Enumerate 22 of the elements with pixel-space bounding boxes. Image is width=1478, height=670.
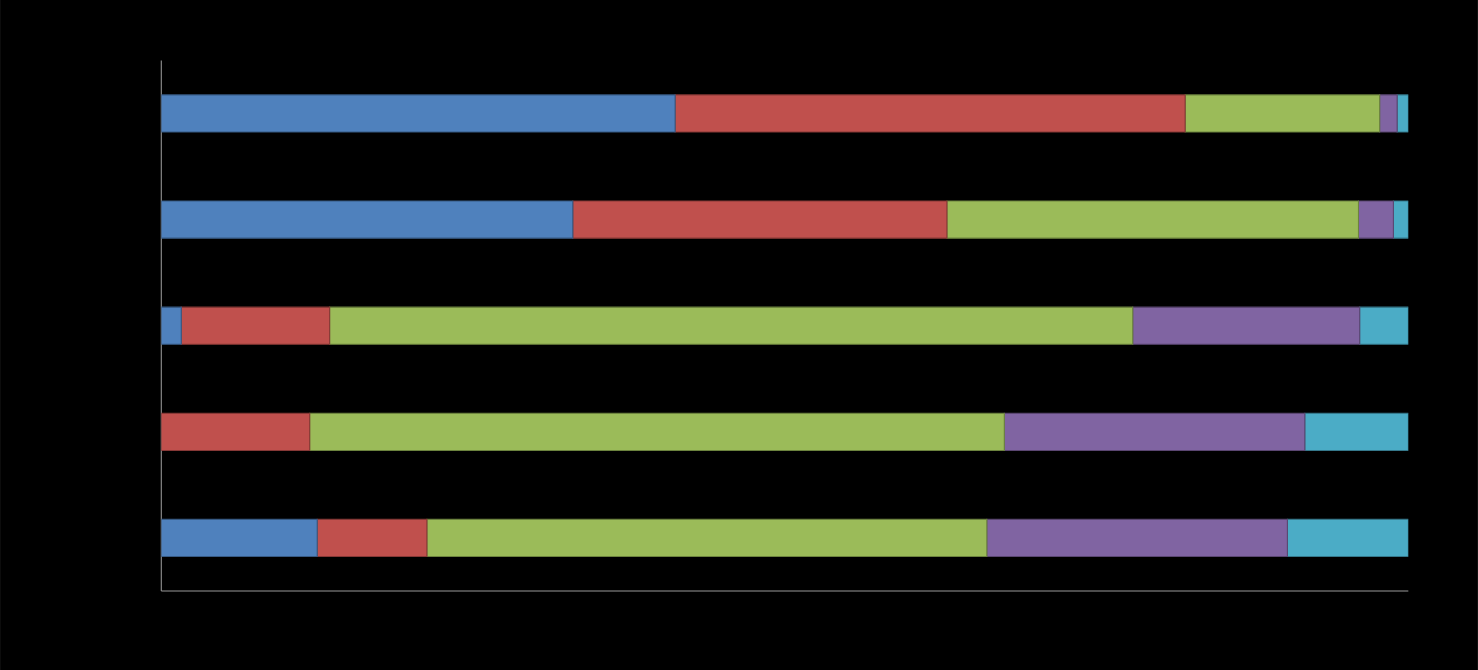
bar: [1132, 306, 1361, 345]
bar: [161, 306, 182, 345]
bar: [946, 200, 1359, 239]
bar: [1304, 412, 1409, 451]
bar: [1359, 306, 1409, 345]
bar: [329, 306, 1134, 345]
bar: [161, 518, 318, 557]
bar: [1286, 518, 1409, 557]
bar: [674, 94, 1186, 133]
bar: [1184, 94, 1381, 133]
bar: [316, 518, 428, 557]
bar: [180, 306, 331, 345]
bar: [426, 518, 988, 557]
bar: [1379, 94, 1398, 133]
bar: [1003, 412, 1306, 451]
bar: [309, 412, 1005, 451]
bar: [161, 200, 574, 239]
bar: [986, 518, 1288, 557]
bar: [161, 94, 676, 133]
bar: [161, 412, 311, 451]
bar: [1357, 200, 1394, 239]
bar: [572, 200, 948, 239]
